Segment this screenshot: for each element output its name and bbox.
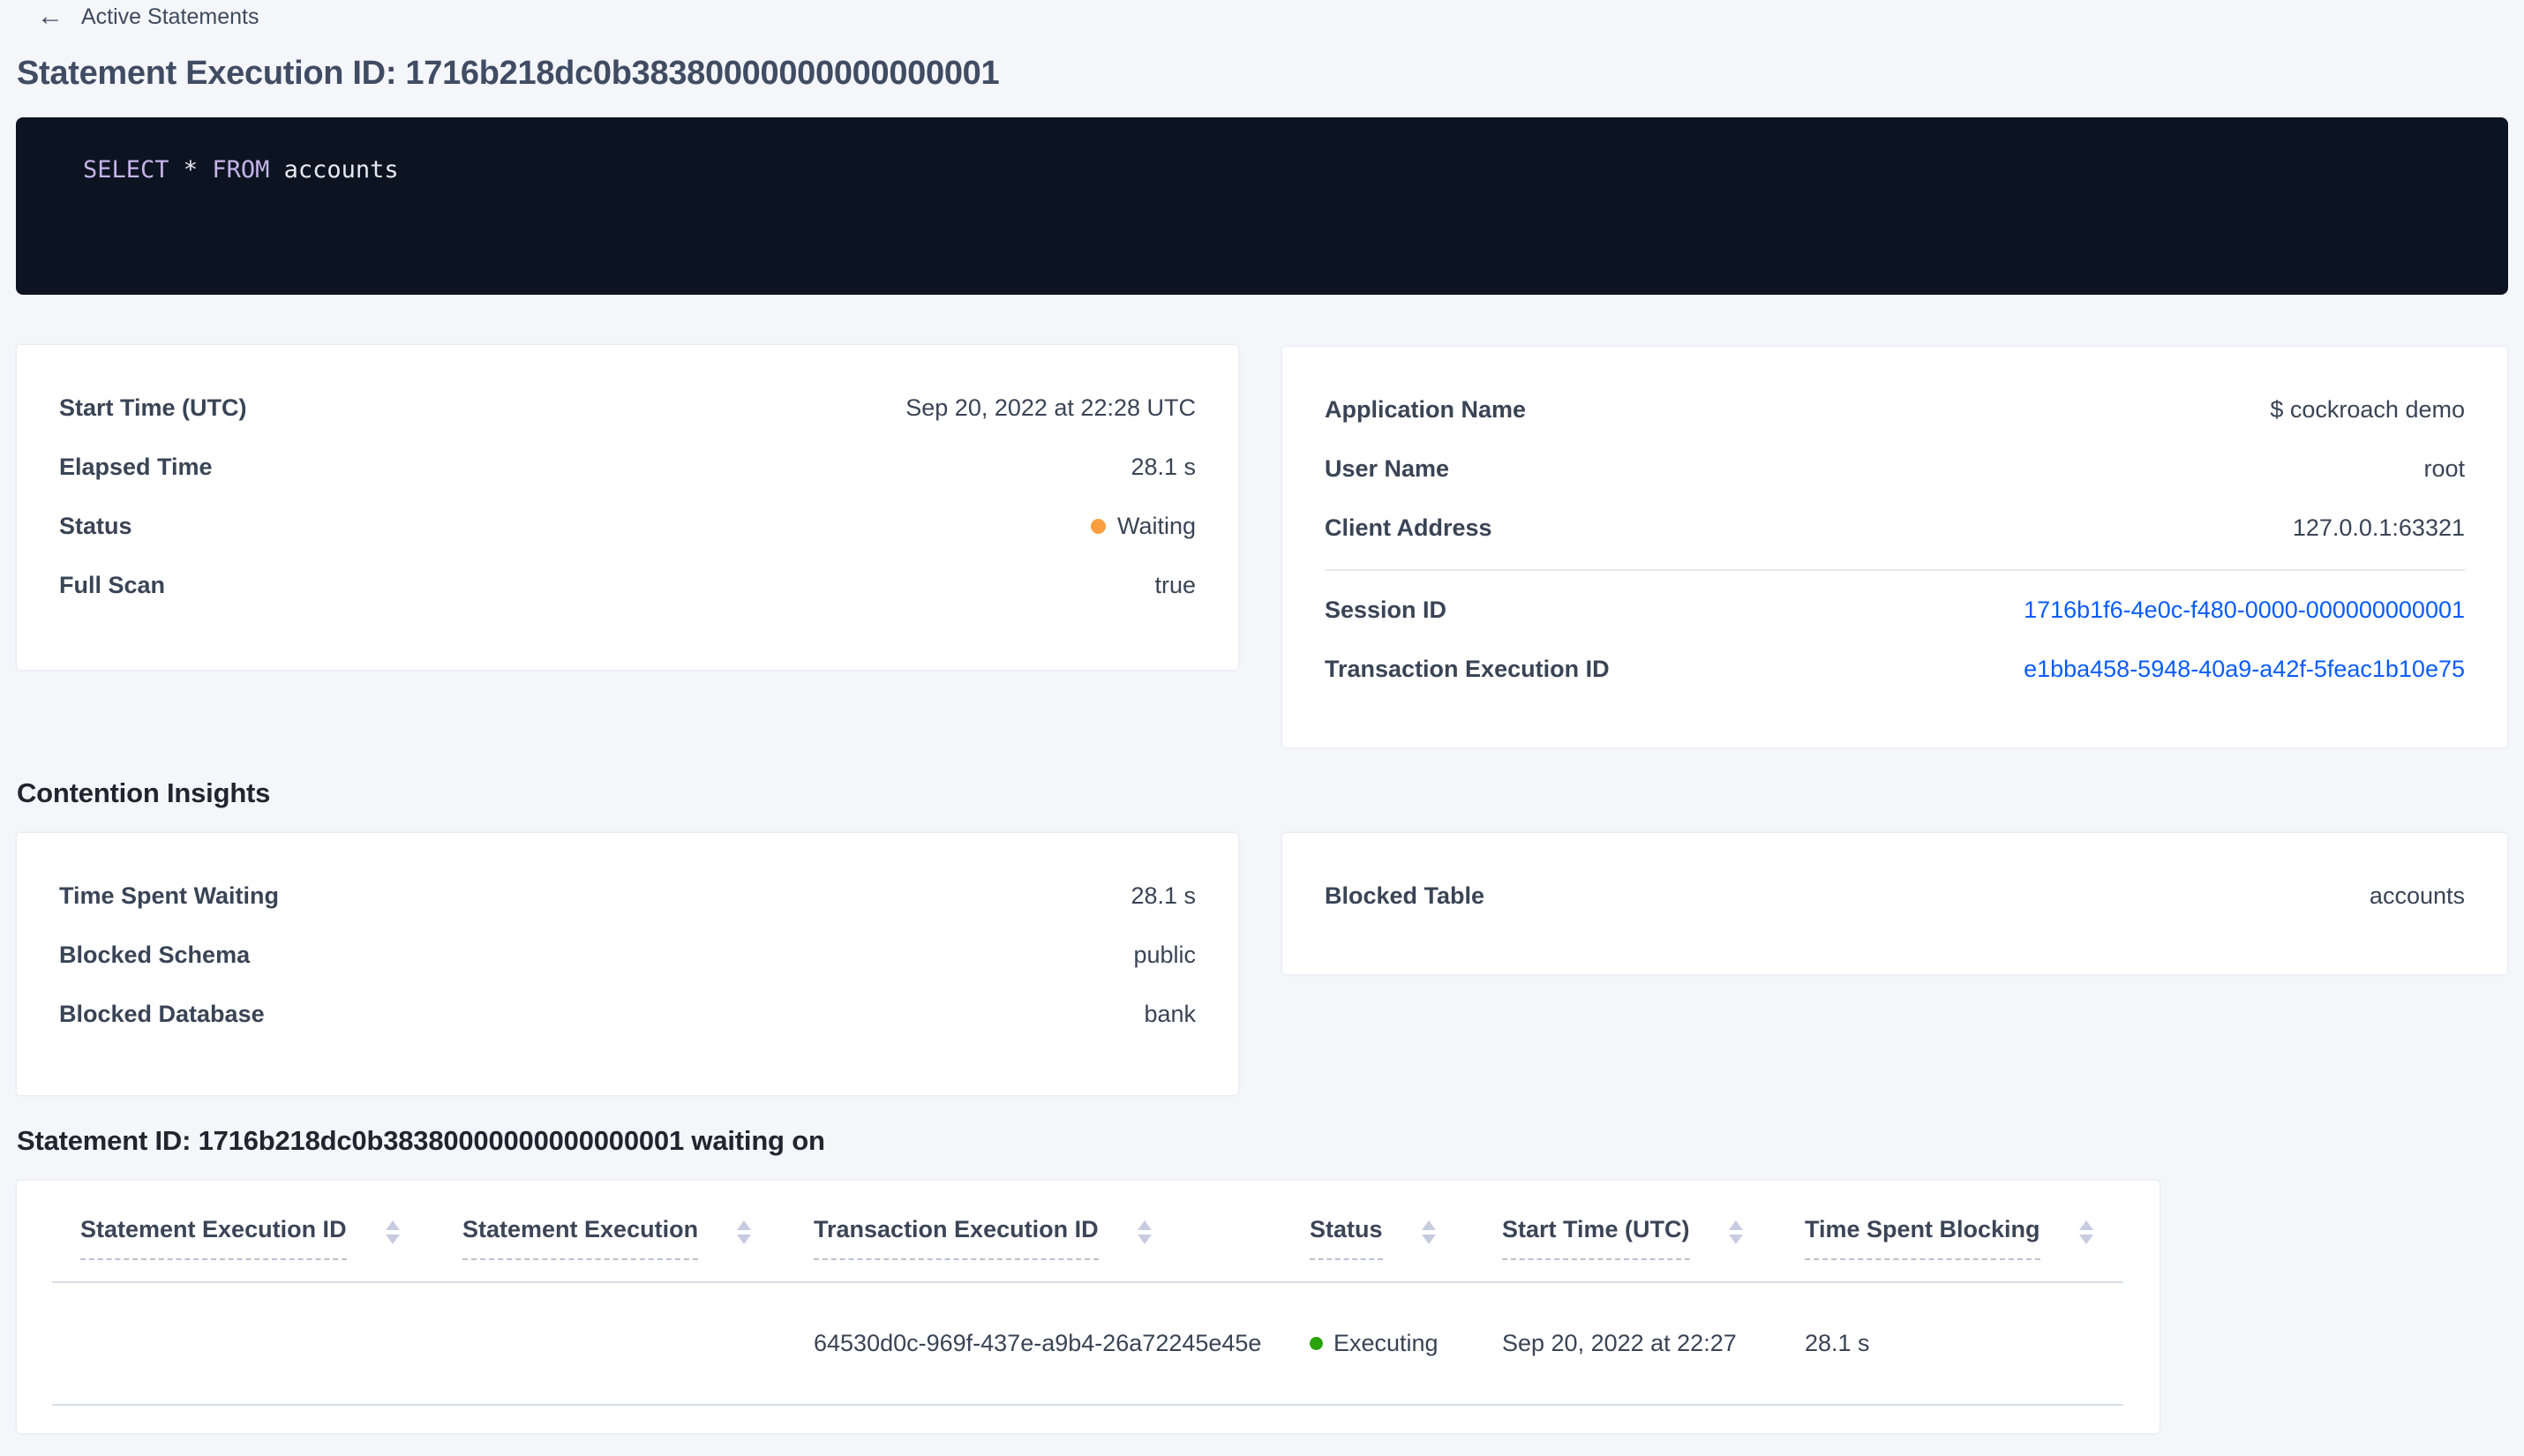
row-label: Transaction Execution ID xyxy=(1325,655,1610,682)
session-details-card: Application Name $ cockroach demo User N… xyxy=(1281,346,2508,748)
detail-row-application-name: Application Name $ cockroach demo xyxy=(1325,392,2465,427)
row-value: bank xyxy=(1144,1000,1196,1027)
sql-star: * xyxy=(169,156,213,184)
detail-row-elapsed-time: Elapsed Time 28.1 s xyxy=(59,449,1196,484)
breadcrumb-label: Active Statements xyxy=(81,4,259,29)
row-value: public xyxy=(1133,941,1196,968)
page-title: Statement Execution ID: 1716b218dc0b3838… xyxy=(17,55,1000,92)
column-header-statement-execution[interactable]: Statement Execution xyxy=(462,1216,814,1260)
contention-waiting-card: Time Spent Waiting 28.1 s Blocked Schema… xyxy=(16,832,1239,1096)
row-value: Sep 20, 2022 at 22:28 UTC xyxy=(905,394,1196,421)
column-header-label: Status xyxy=(1310,1216,1383,1260)
detail-row-full-scan: Full Scan true xyxy=(59,567,1196,603)
execution-details-card: Start Time (UTC) Sep 20, 2022 at 22:28 U… xyxy=(16,344,1239,671)
sort-icon[interactable] xyxy=(2078,1220,2093,1244)
sort-icon[interactable] xyxy=(1137,1220,1152,1244)
back-link-active-statements[interactable]: ← Active Statements xyxy=(37,4,259,30)
sql-statement-box: SELECT * FROM accounts xyxy=(16,117,2508,295)
sort-icon[interactable] xyxy=(737,1220,752,1244)
row-value: root xyxy=(2423,454,2465,482)
table-header-row: Statement Execution ID Statement Executi… xyxy=(52,1181,2123,1283)
sql-keyword-select: SELECT xyxy=(83,156,169,184)
contention-blocked-card: Blocked Table accounts xyxy=(1281,832,2508,975)
column-header-statement-execution-id[interactable]: Statement Execution ID xyxy=(80,1216,462,1260)
detail-row-start-time: Start Time (UTC) Sep 20, 2022 at 22:28 U… xyxy=(59,390,1196,425)
row-label: Blocked Database xyxy=(59,1000,265,1027)
status-waiting-dot xyxy=(1090,518,1106,534)
sql-table-name: accounts xyxy=(269,156,399,184)
row-value: accounts xyxy=(2369,882,2465,909)
sort-icon[interactable] xyxy=(385,1220,400,1244)
row-label: Blocked Table xyxy=(1325,882,1485,909)
row-value: 28.1 s xyxy=(1131,453,1196,480)
column-header-label: Start Time (UTC) xyxy=(1502,1216,1690,1260)
row-label: Blocked Schema xyxy=(59,941,251,968)
column-header-start-time[interactable]: Start Time (UTC) xyxy=(1502,1216,1805,1260)
row-label: Client Address xyxy=(1325,514,1492,541)
cell-transaction-execution-id: 64530d0c-969f-437e-a9b4-26a72245e45e xyxy=(814,1330,1262,1356)
row-value: $ cockroach demo xyxy=(2270,395,2465,423)
column-header-label: Statement Execution ID xyxy=(80,1216,347,1260)
column-header-label: Statement Execution xyxy=(462,1216,699,1260)
session-id-link[interactable]: 1716b1f6-4e0c-f480-0000-000000000001 xyxy=(2024,596,2465,623)
column-header-label: Time Spent Blocking xyxy=(1805,1216,2040,1260)
sort-icon[interactable] xyxy=(1421,1220,1436,1244)
sort-icon[interactable] xyxy=(1728,1220,1743,1244)
waiting-on-table: Statement Execution ID Statement Executi… xyxy=(16,1180,2160,1434)
detail-row-client-address: Client Address 127.0.0.1:63321 xyxy=(1325,510,2465,545)
column-header-time-spent-blocking[interactable]: Time Spent Blocking xyxy=(1805,1216,2123,1260)
transaction-execution-id-link[interactable]: e1bba458-5948-40a9-a42f-5feac1b10e75 xyxy=(2024,655,2465,682)
detail-row-session-id: Session ID 1716b1f6-4e0c-f480-0000-00000… xyxy=(1325,592,2465,627)
row-value: true xyxy=(1154,571,1196,598)
status-executing-dot xyxy=(1310,1337,1323,1350)
waiting-on-heading: Statement ID: 1716b218dc0b38380000000000… xyxy=(17,1125,825,1156)
detail-row-user-name: User Name root xyxy=(1325,451,2465,486)
row-value: 28.1 s xyxy=(1131,882,1196,909)
row-label: Elapsed Time xyxy=(59,453,213,480)
row-label: Session ID xyxy=(1325,596,1447,623)
cell-time-spent-blocking: 28.1 s xyxy=(1805,1330,1870,1356)
row-label: User Name xyxy=(1325,454,1450,482)
detail-row-transaction-execution-id: Transaction Execution ID e1bba458-5948-4… xyxy=(1325,651,2465,687)
card-divider xyxy=(1325,569,2465,571)
sql-keyword-from: FROM xyxy=(212,156,270,184)
back-arrow-icon: ← xyxy=(37,2,64,31)
status-text: Waiting xyxy=(1116,512,1196,539)
row-value: 127.0.0.1:63321 xyxy=(2292,514,2465,541)
row-label: Time Spent Waiting xyxy=(59,882,280,909)
row-label: Full Scan xyxy=(59,571,166,598)
cell-start-time: Sep 20, 2022 at 22:27 xyxy=(1502,1330,1737,1356)
detail-row-blocked-schema: Blocked Schema public xyxy=(59,937,1196,972)
column-header-label: Transaction Execution ID xyxy=(814,1216,1099,1260)
status-text: Executing xyxy=(1333,1330,1439,1356)
row-label: Application Name xyxy=(1325,395,1527,423)
cell-status: Executing xyxy=(1310,1330,1502,1357)
detail-row-blocked-table: Blocked Table accounts xyxy=(1325,878,2465,913)
table-row: 64530d0c-969f-437e-a9b4-26a72245e45e Exe… xyxy=(52,1283,2123,1406)
detail-row-time-spent-waiting: Time Spent Waiting 28.1 s xyxy=(59,878,1196,913)
row-label: Start Time (UTC) xyxy=(59,394,247,421)
detail-row-blocked-database: Blocked Database bank xyxy=(59,996,1196,1032)
column-header-transaction-execution-id[interactable]: Transaction Execution ID xyxy=(814,1216,1310,1260)
contention-insights-heading: Contention Insights xyxy=(17,777,271,808)
row-label: Status xyxy=(59,512,132,539)
status-badge: Waiting xyxy=(1090,512,1196,540)
column-header-status[interactable]: Status xyxy=(1310,1216,1502,1260)
detail-row-status: Status Waiting xyxy=(59,508,1196,544)
